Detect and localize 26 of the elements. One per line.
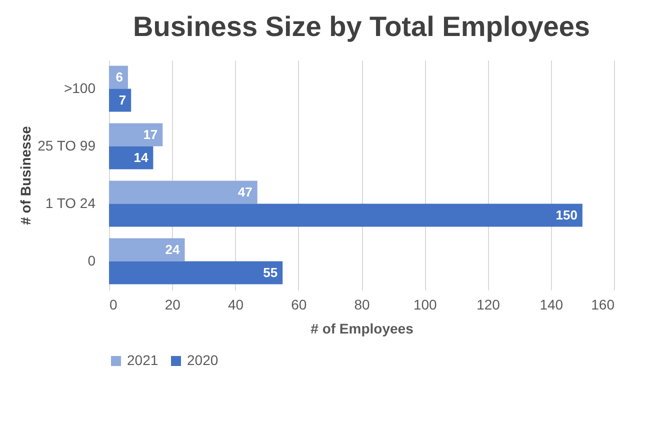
data-label: 24 [165, 242, 181, 257]
chart-title: Business Size by Total Employees [133, 11, 590, 42]
y-axis-title: # of Businesse [17, 126, 34, 225]
x-tick-label: 20 [164, 296, 181, 312]
x-tick-label: 100 [413, 296, 438, 312]
legend-label: 2021 [127, 352, 158, 368]
x-tick-label: 80 [354, 296, 370, 312]
x-tick-label: 120 [476, 296, 500, 312]
data-label: 150 [556, 207, 578, 222]
x-tick-label: 60 [291, 296, 307, 312]
x-tick-label: 40 [228, 296, 244, 312]
data-label: 55 [263, 264, 278, 280]
x-tick-label: 160 [591, 296, 615, 312]
x-tick-label: 140 [540, 296, 564, 312]
data-label: 14 [134, 150, 149, 165]
y-tick-label: 25 TO 99 [38, 137, 96, 154]
y-tick-label: >100 [64, 80, 96, 96]
x-tick-label: 0 [110, 296, 118, 312]
y-tick-label: 0 [88, 252, 96, 268]
data-label: 47 [238, 184, 252, 200]
data-label: 17 [143, 126, 158, 142]
data-label: 7 [118, 92, 126, 108]
data-label: 6 [116, 69, 123, 84]
y-tick-label: 1 TO 24 [45, 194, 96, 211]
legend-label: 2020 [187, 352, 218, 368]
x-axis-title: # of Employees [310, 320, 414, 336]
